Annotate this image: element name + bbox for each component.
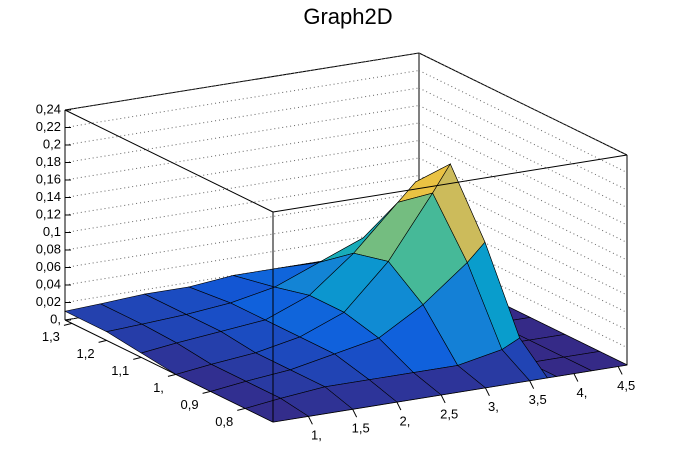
- box-edge: [272, 154, 628, 213]
- grid-line: [64, 105, 420, 163]
- x-tick-label: 4,5: [617, 378, 635, 393]
- y-tick-label: 1,2: [77, 346, 95, 361]
- grid-line: [64, 122, 420, 181]
- box-edge: [64, 52, 420, 111]
- z-tick-label: 0,24: [36, 101, 61, 116]
- z-tick-label: 0,: [50, 311, 61, 326]
- grid-line: [64, 157, 420, 216]
- z-tick-label: 0,06: [36, 259, 61, 274]
- y-tick-label: 0,8: [215, 414, 233, 429]
- x-tick-label: 2,5: [440, 406, 458, 421]
- x-tick-label: 3,5: [529, 392, 547, 407]
- y-tick-label: 1,1: [111, 363, 129, 378]
- y-tick: [63, 322, 73, 326]
- z-tick-label: 0,1: [43, 224, 61, 239]
- z-tick-label: 0,18: [36, 154, 61, 169]
- z-tick-label: 0,2: [43, 136, 61, 151]
- z-tick-label: 0,14: [36, 189, 61, 204]
- x-tick: [484, 387, 490, 397]
- grid-line: [64, 140, 420, 198]
- x-tick-label: 2,: [399, 413, 410, 428]
- y-tick: [202, 390, 211, 394]
- x-tick: [307, 416, 313, 425]
- x-tick: [617, 366, 623, 375]
- x-tick-label: 1,5: [352, 421, 370, 436]
- y-tick-label: 0,9: [181, 397, 199, 412]
- y-tick: [133, 356, 142, 360]
- z-tick-label: 0,12: [36, 206, 61, 221]
- x-tick: [529, 380, 535, 389]
- y-tick-label: 1,: [153, 380, 164, 395]
- x-tick-label: 1,: [311, 428, 322, 443]
- surface-patch: [244, 397, 310, 423]
- z-tick-label: 0,04: [36, 276, 61, 291]
- x-tick-label: 4,: [576, 385, 587, 400]
- y-tick: [167, 373, 177, 377]
- y-tick-label: 1,3: [42, 329, 60, 344]
- grid-line: [418, 70, 628, 173]
- grid-line: [64, 175, 420, 233]
- z-tick-label: 0,02: [36, 294, 61, 309]
- z-tick-label: 0,08: [36, 241, 61, 256]
- chart-title: Graph2D: [303, 4, 392, 29]
- z-tick-label: 0,22: [36, 119, 61, 134]
- box-edge: [418, 52, 628, 156]
- x-tick: [573, 373, 579, 382]
- grid-line: [64, 70, 420, 128]
- x-tick: [396, 401, 402, 411]
- x-tick: [440, 394, 446, 404]
- x-tick-label: 3,: [488, 399, 499, 414]
- x-tick: [352, 408, 358, 418]
- y-tick: [98, 339, 107, 343]
- z-tick-label: 0,16: [36, 171, 61, 186]
- box-edge: [64, 109, 274, 213]
- y-tick: [237, 407, 246, 411]
